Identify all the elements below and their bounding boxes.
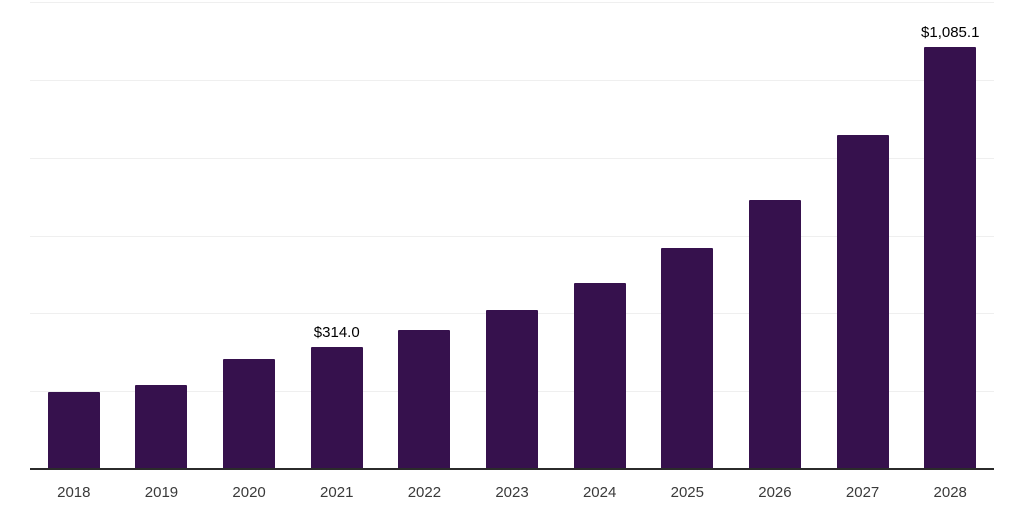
bar-2027	[836, 135, 889, 469]
bar-slot-2021: $314.0	[293, 2, 381, 469]
x-tick-label-2022: 2022	[407, 484, 442, 501]
x-tick-label-2023: 2023	[495, 484, 529, 501]
bar-slot-2028: $1,085.1	[906, 2, 994, 469]
x-tick-label-2019: 2019	[144, 484, 179, 501]
gridline-600	[30, 235, 994, 237]
gridline-1200	[30, 2, 994, 3]
bar-slot-2022	[381, 2, 469, 469]
bar-slot-2023	[468, 2, 556, 469]
plot-area: $314.0 $1,085.1	[30, 2, 994, 469]
bar-2022	[398, 330, 451, 469]
x-tick-label-2025: 2025	[670, 484, 704, 501]
bar-2026	[748, 200, 801, 469]
bars-container: $314.0 $1,085.1	[30, 2, 994, 469]
x-tick-label-2024: 2024	[582, 484, 617, 501]
bar-2023	[486, 310, 539, 469]
bar-2018	[47, 392, 100, 469]
bar-slot-2027	[819, 2, 907, 469]
x-tick-label-2018: 2018	[57, 484, 91, 501]
bar-slot-2019	[118, 2, 206, 469]
bar-2020	[223, 359, 276, 469]
bar-2019	[135, 385, 188, 469]
bar-2021	[310, 346, 363, 469]
x-tick-label-2026: 2026	[758, 484, 792, 501]
bar-2025	[661, 247, 714, 469]
bar-value-label-2021: $314.0	[313, 323, 360, 341]
x-tick-label-2020: 2020	[232, 484, 266, 501]
bar-2028	[924, 46, 977, 469]
x-axis-tick-labels: 2018 2019 2020 2021 2022 2023 2024 2025 2026 2027…	[30, 483, 994, 503]
bar-slot-2026	[731, 2, 819, 469]
x-tick-label-2028: 2028	[933, 484, 967, 501]
bar-slot-2020	[205, 2, 293, 469]
gridline-1000	[30, 79, 994, 81]
bar-slot-2018	[30, 2, 118, 469]
x-tick-label-2021: 2021	[320, 484, 354, 501]
bar-slot-2024	[556, 2, 644, 469]
bar-slot-2025	[643, 2, 731, 469]
x-axis-line	[30, 468, 994, 470]
bar-value-label-2028: $1,085.1	[921, 23, 980, 41]
gridline-800	[30, 157, 994, 159]
x-tick-label-2027: 2027	[845, 484, 880, 501]
bar-2024	[573, 283, 626, 469]
